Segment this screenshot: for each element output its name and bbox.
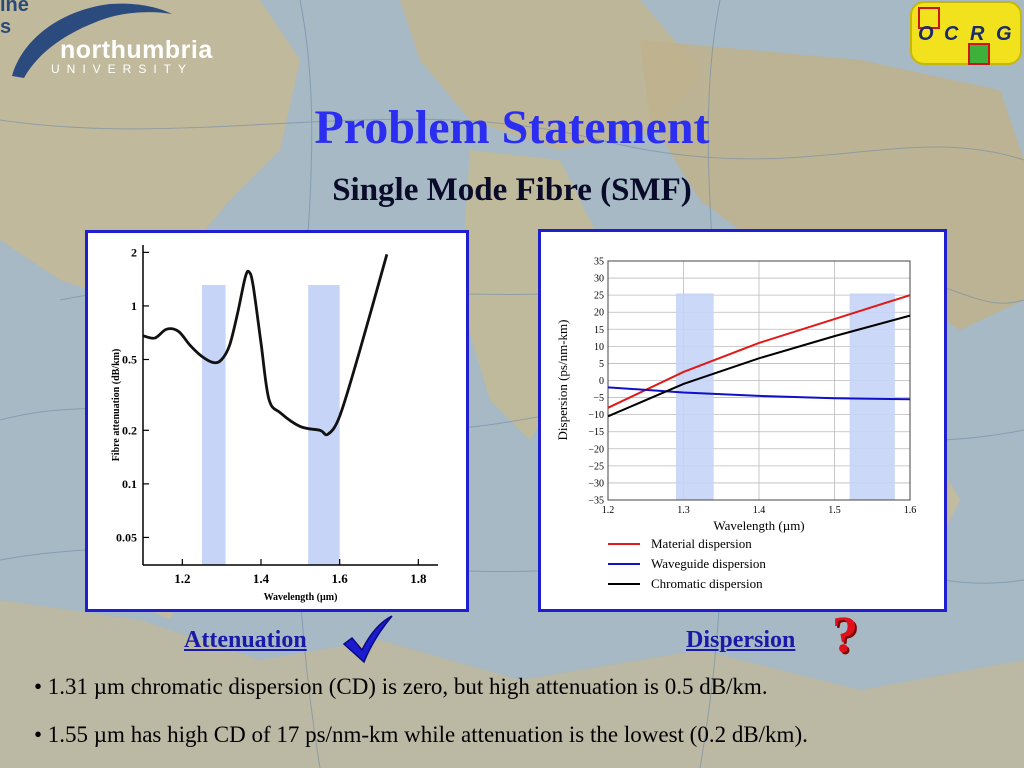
y-tick-label: 30 — [594, 274, 604, 285]
y-axis-label: Dispersion (ps/nm-km) — [555, 320, 570, 441]
check-icon — [342, 615, 393, 664]
x-axis-label: Wavelength (µm) — [264, 592, 338, 603]
y-tick-label: −15 — [588, 427, 604, 438]
low-loss-window-band — [202, 285, 226, 565]
logo-letter-g: G — [996, 23, 1012, 45]
window-band — [849, 293, 895, 500]
legend-label: Material dispersion — [651, 536, 752, 551]
dispersion-chart: 35 30 25 20 15 10 5 0 −5 −10 −15 −20 −25 −30 −351.2 1.3… — [555, 257, 917, 592]
y-tick-label: −35 — [588, 496, 604, 507]
dispersion-label: Dispersion — [686, 627, 796, 653]
y-tick-label: 2 — [131, 245, 137, 259]
bullet-point: • 1.31 µm chromatic dispersion (CD) is z… — [34, 674, 768, 699]
x-axis-label: Wavelength (µm) — [713, 518, 804, 533]
logo-letter-r: R — [970, 23, 985, 45]
waveguide-dispersion-line — [607, 386, 911, 401]
northumbria-logo: ine s northumbria UNIVERSITY — [0, 0, 240, 80]
material-dispersion-line — [607, 294, 911, 409]
university-word: UNIVERSITY — [51, 62, 194, 76]
x-tick-label: 1.6 — [332, 571, 349, 586]
y-tick-label: 10 — [594, 342, 604, 353]
attenuation-chart: 2 1 0.5 0.2 0.1 0.05 1.2 1.4 1.6 1.8 Wavelength (µ… — [111, 245, 438, 603]
y-tick-label: 5 — [599, 359, 604, 370]
plot-frame — [607, 260, 911, 501]
y-tick-label: 0.05 — [116, 530, 137, 544]
y-tick-label: 35 — [594, 257, 604, 268]
slide-subtitle: Single Mode Fibre (SMF) — [332, 172, 692, 208]
chromatic-dispersion-line — [607, 314, 911, 418]
x-tick-label: 1.3 — [677, 505, 690, 516]
y-tick-label: −20 — [588, 444, 604, 455]
ocrg-logo: O C R G — [910, 1, 1022, 65]
x-tick-label: 1.2 — [174, 571, 190, 586]
logo-box-green — [968, 43, 990, 65]
legend-label: Waveguide dispersion — [651, 556, 766, 571]
y-tick-label: 0.1 — [122, 477, 137, 491]
x-tick-label: 1.5 — [828, 505, 841, 516]
attenuation-chart-panel: 2 1 0.5 0.2 0.1 0.05 1.2 1.4 1.6 1.8 Wavelength (µ… — [85, 230, 469, 612]
attenuation-curve — [142, 253, 389, 437]
logo-letter-o: O — [918, 23, 934, 45]
swoosh-icon — [12, 3, 172, 78]
y-tick-label: 15 — [594, 325, 604, 336]
logo-letter-c: C — [944, 23, 959, 45]
y-tick-label: 0.5 — [122, 352, 137, 366]
y-tick-label: 20 — [594, 308, 604, 319]
y-tick-label: −25 — [588, 461, 604, 472]
x-tick-label: 1.6 — [904, 505, 917, 516]
x-tick-label: 1.4 — [753, 505, 766, 516]
legend-label: Chromatic dispersion — [651, 576, 763, 591]
x-tick-label: 1.2 — [602, 505, 615, 516]
y-tick-label: −10 — [588, 410, 604, 421]
university-name: northumbria — [60, 36, 213, 64]
y-tick-label: 1 — [131, 299, 137, 313]
y-tick-label: −30 — [588, 478, 604, 489]
y-tick-label: 0 — [599, 376, 604, 387]
bullet-point: • 1.55 µm has high CD of 17 ps/nm-km whi… — [34, 722, 808, 747]
attenuation-label: Attenuation — [184, 627, 307, 653]
y-tick-label: 0.2 — [122, 423, 137, 437]
slide-title: Problem Statement — [314, 101, 710, 154]
x-tick-label: 1.8 — [410, 571, 427, 586]
x-tick-label: 1.4 — [253, 571, 270, 586]
logo-box-top — [918, 7, 940, 29]
y-axis-label: Fibre attenuation (dB/km) — [111, 349, 122, 462]
dispersion-chart-panel: 35 30 25 20 15 10 5 0 −5 −10 −15 −20 −25 −30 −35 1.2 1.3… — [538, 229, 947, 612]
y-tick-label: 25 — [594, 291, 604, 302]
y-tick-label: −5 — [593, 393, 604, 404]
logo-text-fragment: ine s — [0, 0, 29, 38]
window-band — [675, 293, 714, 500]
question-mark-icon: ? — [832, 607, 858, 664]
